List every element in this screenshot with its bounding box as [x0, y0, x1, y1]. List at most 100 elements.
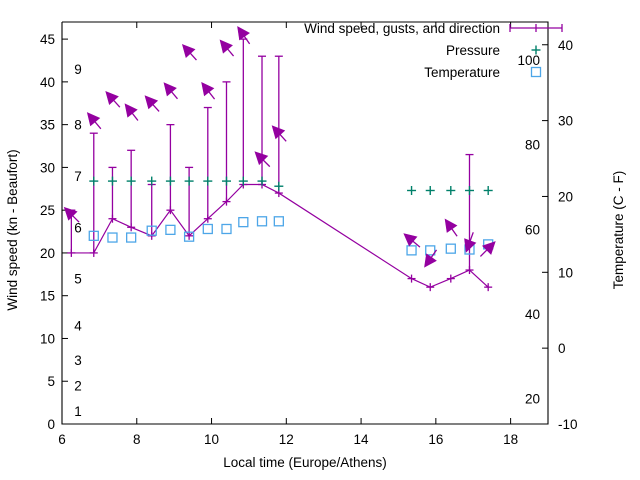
wind-direction-arrow	[63, 206, 80, 223]
wind-speed-path	[71, 183, 489, 288]
arrow-head	[219, 39, 233, 54]
beaufort-number: 6	[74, 220, 82, 235]
arrow-head	[481, 241, 496, 255]
wind-direction-arrow	[105, 91, 121, 108]
plot-frame	[61, 21, 549, 425]
y-tick-label: 25	[40, 203, 55, 218]
arrow-head	[144, 95, 159, 110]
chart-legend: Wind speed, gusts, and direction Pressure…	[304, 21, 563, 80]
temperature-markers	[88, 216, 494, 256]
temperature-marker	[107, 232, 118, 243]
arrow-head	[464, 238, 477, 253]
legend-label: Wind speed, gusts, and direction	[304, 21, 500, 36]
y-tick-label: 15	[40, 289, 55, 304]
x-tick-label: 12	[279, 432, 294, 447]
arrow-head	[124, 103, 138, 118]
y2-celsius-label: 40	[558, 38, 573, 53]
beaufort-number: 2	[74, 379, 82, 394]
x-axis-ticks: 6 8 10 12 14 16 18	[58, 22, 518, 447]
temperature-marker	[406, 245, 417, 256]
legend-marker-temperature	[530, 66, 542, 78]
y-tick-label: 20	[40, 246, 55, 261]
x-tick-label: 16	[428, 432, 443, 447]
y2-celsius-label: 20	[558, 189, 573, 204]
y-tick-label: 0	[47, 417, 55, 432]
temperature-marker	[126, 232, 137, 243]
y-axis-fahrenheit: 20 40 60 80 100	[517, 53, 540, 407]
temperature-marker	[221, 223, 232, 235]
temperature-marker	[202, 223, 213, 235]
temperature-marker	[183, 231, 195, 242]
arrow-head	[63, 206, 78, 221]
wind-direction-arrow	[144, 95, 160, 112]
wind-direction-arrow	[464, 232, 477, 253]
temperature-marker	[238, 216, 249, 228]
x-tick-label: 6	[58, 432, 66, 447]
beaufort-number: 7	[74, 169, 82, 184]
arrow-head	[254, 151, 269, 166]
y2-fahrenheit-label: 100	[517, 53, 540, 68]
wind-direction-arrow	[403, 233, 421, 248]
x-tick-label: 10	[204, 432, 219, 447]
temperature-marker	[88, 230, 99, 241]
arrow-head	[271, 125, 286, 140]
x-tick-label: 18	[503, 432, 518, 447]
arrow-head	[181, 44, 196, 58]
y-axis-celsius: -10 0 10 20 30 40	[542, 38, 578, 432]
y2-celsius-label: 30	[558, 114, 573, 129]
y-axis-left-ticks: 0 5 10 15 20 25 30 35 40 45	[40, 32, 68, 432]
wind-direction-arrow	[201, 82, 216, 100]
wind-direction-arrow	[163, 82, 178, 100]
wind-direction-arrow	[271, 125, 287, 142]
y2-celsius-label: 10	[558, 265, 573, 280]
y2-fahrenheit-label: 60	[525, 222, 540, 237]
y-axis-left-title: Wind speed (kn - Beaufort)	[5, 149, 20, 310]
y2-celsius-label: 0	[558, 341, 566, 356]
beaufort-number: 4	[74, 319, 82, 334]
y2-celsius-label: -10	[558, 417, 578, 432]
beaufort-scale: 1 2 3 4 5 6 7 8 9	[74, 62, 82, 419]
axis-frame	[61, 21, 549, 425]
arrow-head	[86, 112, 101, 127]
y2-fahrenheit-label: 20	[525, 392, 540, 407]
wind-direction-arrow	[124, 103, 139, 121]
pressure-markers	[89, 176, 493, 195]
beaufort-number: 9	[74, 62, 82, 77]
wind-speed-line	[71, 183, 489, 288]
arrow-head	[237, 26, 250, 41]
beaufort-number: 1	[74, 404, 82, 419]
legend-label: Pressure	[446, 43, 500, 58]
wind-direction-arrow	[254, 151, 271, 168]
temperature-marker	[445, 243, 456, 254]
legend-label: Temperature	[424, 65, 500, 80]
arrow-head	[424, 253, 437, 268]
y-tick-label: 45	[40, 32, 55, 47]
wind-direction-arrow	[181, 44, 197, 61]
wind-direction-arrow	[424, 249, 438, 268]
y-tick-label: 10	[40, 331, 55, 346]
wind-direction-arrows	[63, 26, 496, 268]
beaufort-number: 8	[74, 118, 82, 133]
wind-direction-arrow	[86, 112, 102, 130]
arrow-head	[201, 82, 215, 97]
wind-direction-arrow	[479, 241, 496, 257]
arrow-head	[403, 233, 418, 247]
y2-fahrenheit-label: 40	[525, 307, 540, 322]
y2-fahrenheit-label: 80	[525, 138, 540, 153]
x-tick-label: 8	[133, 432, 141, 447]
beaufort-number: 3	[74, 353, 82, 368]
x-tick-label: 14	[354, 432, 370, 447]
y-tick-label: 40	[40, 75, 55, 90]
wind-direction-arrow	[444, 218, 458, 237]
beaufort-number: 5	[74, 272, 82, 287]
gust-bars	[67, 38, 474, 271]
y-tick-label: 5	[47, 374, 55, 389]
wind-direction-arrow	[237, 26, 251, 45]
temperature-marker	[425, 245, 436, 256]
y-axis-right-title: Temperature (C - F)	[611, 171, 626, 290]
y-tick-label: 30	[40, 160, 55, 175]
arrow-head	[163, 82, 177, 97]
y-tick-label: 35	[40, 118, 55, 133]
